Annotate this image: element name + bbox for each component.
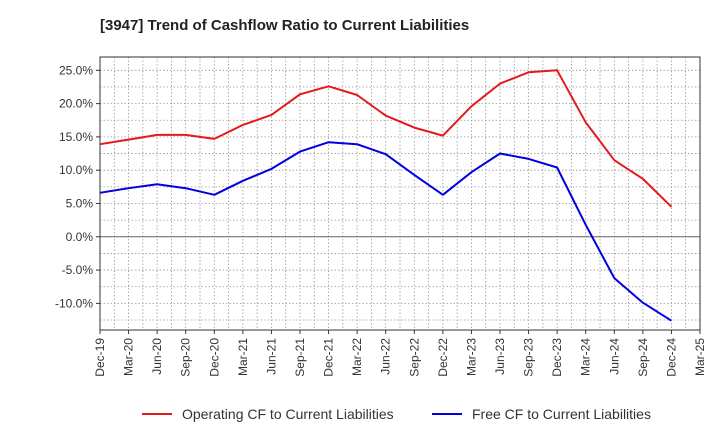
- grid-lines: [99, 57, 701, 330]
- x-tick-label: Dec-21: [322, 338, 336, 377]
- legend: Operating CF to Current Liabilities Free …: [142, 406, 651, 422]
- x-tick-label: Mar-20: [122, 338, 136, 376]
- x-tick-label: Dec-22: [436, 338, 450, 377]
- x-tick-label: Dec-20: [207, 338, 221, 377]
- x-tick-label: Sep-24: [636, 338, 650, 377]
- legend-label: Operating CF to Current Liabilities: [182, 406, 394, 422]
- x-tick-label: Jun-23: [493, 338, 507, 375]
- series-line-operating-cf: [99, 69, 673, 208]
- x-tick-label: Sep-21: [293, 338, 307, 377]
- y-axis-ticks: -10.0% -5.0% 0.0% 5.0% 10.0% 15.0% 20.0% 25.0%: [55, 63, 100, 310]
- y-tick-label: 15.0%: [59, 130, 93, 144]
- y-tick-label: 25.0%: [59, 63, 93, 77]
- legend-label: Free CF to Current Liabilities: [472, 406, 651, 422]
- x-tick-label: Dec-23: [550, 338, 564, 377]
- y-tick-label: -10.0%: [55, 296, 93, 310]
- y-tick-label: -5.0%: [62, 263, 94, 277]
- x-tick-label: Mar-24: [579, 338, 593, 376]
- x-tick-label: Jun-21: [264, 338, 278, 375]
- x-tick-label: Jun-20: [150, 338, 164, 375]
- x-tick-label: Dec-24: [664, 338, 678, 377]
- y-tick-label: 20.0%: [59, 97, 93, 111]
- x-tick-label: Sep-23: [522, 338, 536, 377]
- plot-frame: [99, 56, 701, 331]
- y-tick-label: 0.0%: [66, 230, 94, 244]
- chart-title: [3947] Trend of Cashflow Ratio to Curren…: [100, 17, 469, 34]
- y-tick-label: 5.0%: [66, 196, 94, 210]
- x-tick-label: Sep-20: [179, 338, 193, 377]
- y-tick-label: 10.0%: [59, 163, 93, 177]
- x-axis-ticks: Dec-19 Mar-20 Jun-20 Sep-20 Dec-20 Mar-21 Jun-…: [93, 330, 707, 377]
- series-line-free-cf: [99, 141, 672, 322]
- x-tick-label: Mar-22: [350, 338, 364, 376]
- x-tick-label: Mar-21: [236, 338, 250, 376]
- x-tick-label: Sep-22: [407, 338, 421, 377]
- x-tick-label: Jun-22: [379, 338, 393, 375]
- x-tick-label: Jun-24: [607, 338, 621, 375]
- series-lines: [99, 69, 673, 322]
- x-tick-label: Mar-25: [693, 338, 707, 376]
- x-tick-label: Dec-19: [93, 338, 107, 377]
- x-tick-label: Mar-23: [464, 338, 478, 376]
